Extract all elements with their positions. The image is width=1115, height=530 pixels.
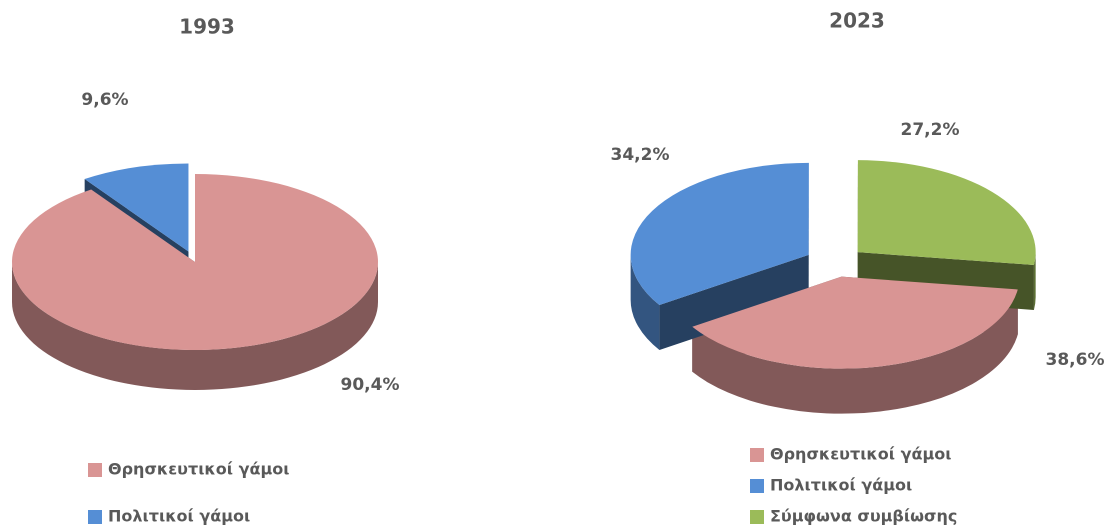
legend-label: Θρησκευτικοί γάμοι [108,460,289,479]
legend-swatch [88,463,102,477]
legend-swatch [750,510,764,524]
chart-title: 1993 [179,15,235,39]
legend-label: Σύμφωνα συμβίωσης [770,507,957,526]
slice [692,276,1018,369]
legend-label: Πολιτικοί γάμοι [770,476,912,495]
legend-label: Πολιτικοί γάμοι [108,507,250,526]
slice [857,160,1036,265]
pie-tops [630,160,1036,369]
pie-tops [11,163,379,350]
value-label: 38,6% [1046,350,1105,370]
value-label: 27,2% [901,120,960,140]
legend-label: Θρησκευτικοί γάμοι [770,445,951,464]
slice-side [12,262,378,390]
chart-title: 2023 [829,9,885,33]
slice [84,163,189,252]
value-label: 34,2% [611,145,670,165]
value-label: 9,6% [81,90,128,110]
slice-side [630,254,660,350]
slice-side [1033,252,1036,310]
legend-swatch [750,448,764,462]
value-label: 90,4% [341,375,400,395]
legend-swatch [88,510,102,524]
legend-swatch [750,479,764,493]
slice-side [692,289,1018,414]
slice [630,162,809,305]
slice [11,174,379,350]
